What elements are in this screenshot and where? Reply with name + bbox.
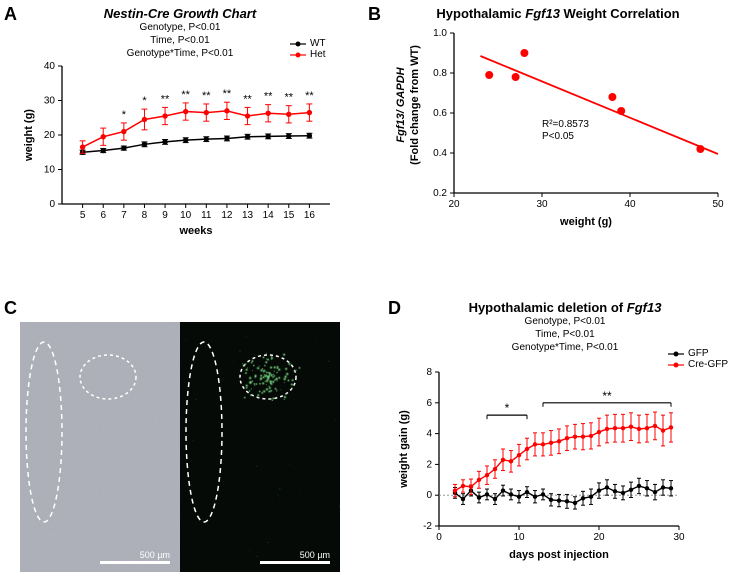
svg-text:**: **: [602, 389, 612, 403]
panel-a-title-italic: Nestin-Cre Growth Chart: [104, 6, 256, 21]
legend-het-label: Het: [310, 49, 326, 60]
panel-a-title: Nestin-Cre Growth Chart: [20, 6, 340, 21]
svg-text:8: 8: [426, 367, 432, 378]
panel-d-subtitle2: Time, P<0.01: [395, 328, 735, 341]
svg-text:13: 13: [242, 210, 254, 221]
panel-a-label: A: [4, 4, 17, 25]
svg-text:10: 10: [513, 532, 525, 543]
svg-text:30: 30: [44, 96, 56, 107]
svg-text:20: 20: [593, 532, 605, 543]
svg-text:0.6: 0.6: [433, 108, 447, 119]
svg-text:6: 6: [426, 398, 432, 409]
panel-d-legend: GFP Cre-GFP: [668, 348, 728, 370]
panel-a-subtitle1: Genotype, P<0.01: [20, 21, 340, 34]
svg-text:weeks: weeks: [178, 225, 212, 237]
svg-text:weight gain (g): weight gain (g): [398, 410, 410, 489]
panel-c-left-scaletext: 500 µm: [140, 550, 170, 560]
svg-text:1.0: 1.0: [433, 28, 447, 39]
panel-c-right-scalebar: [260, 561, 330, 564]
legend-het: Het: [290, 49, 326, 60]
svg-text:days post injection: days post injection: [509, 549, 609, 561]
svg-text:weight (g): weight (g): [23, 109, 35, 162]
svg-text:R²=0.8573: R²=0.8573: [542, 119, 589, 130]
svg-text:10: 10: [180, 210, 192, 221]
svg-text:**: **: [161, 93, 170, 105]
svg-text:**: **: [305, 90, 314, 102]
svg-text:**: **: [202, 90, 211, 102]
svg-text:8: 8: [142, 210, 148, 221]
panel-c-right-overlay: [180, 322, 340, 572]
panel-b-label: B: [368, 4, 381, 25]
panel-b-svg: 0.2 0.4 0.6 0.8 1.0 20 30 40 50 Fgf13/ GAPDH(Fold…: [388, 21, 728, 231]
panel-d-subtitle1: Genotype, P<0.01: [395, 315, 735, 328]
svg-text:9: 9: [162, 210, 168, 221]
legend-wt: WT: [290, 38, 326, 49]
svg-text:20: 20: [448, 199, 460, 210]
svg-text:6: 6: [100, 210, 106, 221]
svg-text:P<0.05: P<0.05: [542, 131, 574, 142]
svg-text:4: 4: [426, 429, 432, 440]
legend-cregfp: Cre-GFP: [668, 359, 728, 370]
svg-text:30: 30: [673, 532, 685, 543]
svg-text:20: 20: [44, 130, 56, 141]
svg-text:**: **: [223, 88, 232, 100]
legend-cregfp-label: Cre-GFP: [688, 359, 728, 370]
svg-text:*: *: [505, 401, 510, 415]
panel-b-title: Hypothalamic Fgf13 Weight Correlation: [388, 6, 728, 21]
svg-text:*: *: [142, 95, 147, 107]
panel-c-left-overlay: [20, 322, 180, 572]
svg-text:2: 2: [426, 459, 432, 470]
svg-text:40: 40: [624, 199, 636, 210]
panel-c-label: C: [4, 298, 17, 319]
svg-text:40: 40: [44, 61, 56, 72]
svg-text:10: 10: [44, 165, 56, 176]
legend-gfp: GFP: [668, 348, 728, 359]
svg-text:16: 16: [304, 210, 316, 221]
panel-c-left-scalebar: [100, 561, 170, 564]
svg-text:(Fold change from WT): (Fold change from WT): [409, 45, 421, 165]
svg-text:7: 7: [121, 210, 127, 221]
svg-text:**: **: [264, 91, 273, 103]
legend-wt-label: WT: [310, 38, 326, 49]
svg-text:50: 50: [712, 199, 724, 210]
svg-text:30: 30: [536, 199, 548, 210]
panel-c-left-image: 500 µm: [20, 322, 180, 572]
svg-text:12: 12: [221, 210, 233, 221]
svg-text:0.2: 0.2: [433, 188, 447, 199]
svg-text:*: *: [122, 109, 127, 121]
panel-a-legend: WT Het: [290, 38, 326, 60]
panel-c-right-scaletext: 500 µm: [300, 550, 330, 560]
svg-text:0: 0: [436, 532, 442, 543]
svg-text:weight (g): weight (g): [559, 216, 612, 228]
svg-text:0.4: 0.4: [433, 148, 447, 159]
svg-text:Fgf13/ GAPDH: Fgf13/ GAPDH: [395, 66, 407, 142]
svg-text:**: **: [243, 93, 252, 105]
svg-text:**: **: [284, 92, 293, 104]
panel-d-title: Hypothalamic deletion of Fgf13: [395, 300, 735, 315]
panel-c-images: 500 µm 500 µm: [20, 322, 340, 572]
panel-c-right-image: 500 µm: [180, 322, 340, 572]
svg-text:0.8: 0.8: [433, 68, 447, 79]
svg-text:11: 11: [201, 210, 212, 221]
panel-d-svg: -2 0 2 4 6 8 0 10 20 30 weight gain (g) days post i…: [395, 354, 735, 564]
svg-text:0: 0: [49, 199, 55, 210]
panel-b-chart: Hypothalamic Fgf13 Weight Correlation 0.…: [388, 6, 728, 231]
svg-text:14: 14: [263, 210, 275, 221]
panel-d-chart: Hypothalamic deletion of Fgf13 Genotype,…: [395, 300, 735, 564]
svg-text:15: 15: [283, 210, 295, 221]
svg-text:0: 0: [426, 490, 432, 501]
svg-text:-2: -2: [423, 521, 432, 532]
svg-text:5: 5: [80, 210, 86, 221]
svg-text:**: **: [181, 89, 190, 101]
panel-a-svg: 0 10 20 30 40 5 6 7 8 9 10 11 12 13 14 15 16 weight (g) we…: [20, 60, 340, 240]
legend-gfp-label: GFP: [688, 348, 709, 359]
